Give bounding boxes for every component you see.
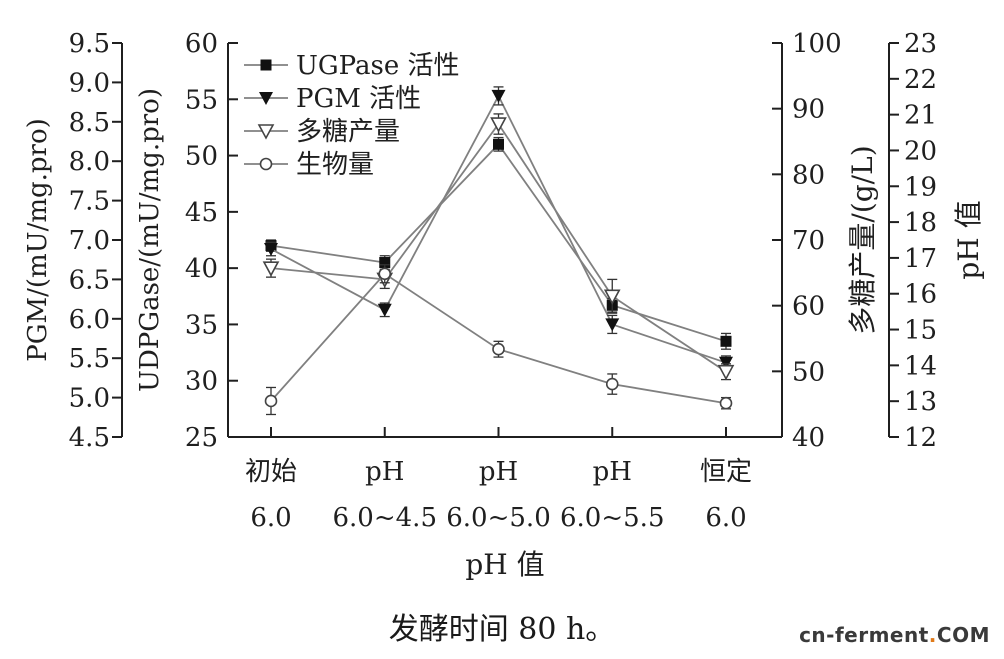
pgm-tick-label: 7.5 xyxy=(69,187,110,217)
udpgase-tick-label: 25 xyxy=(185,423,218,453)
chart: 初始 6.0 pH 6.0~4.5 pH 6.0~5.0 pH 6.0~5.5 恒定 6.0 pH … xyxy=(23,29,985,581)
ph-tick-label: 20 xyxy=(904,136,937,166)
pgm-tick-label: 8.0 xyxy=(69,147,110,177)
x-tick-label: pH xyxy=(593,457,632,487)
pgm-tick-label: 5.0 xyxy=(69,384,110,414)
ph-tick-label: 22 xyxy=(904,65,937,95)
legend-label-polysaccharide: 多糖产量 xyxy=(296,117,400,147)
udpgase-tick-label: 40 xyxy=(185,254,218,284)
udpgase-tick-label: 45 xyxy=(185,198,218,228)
pgm-tick-label: 4.5 xyxy=(69,423,110,453)
legend-marker-biomass xyxy=(259,157,273,171)
ph-tick-label: 14 xyxy=(904,351,937,381)
polysaccharide-axis-label: 多糖产量/(g/L) xyxy=(846,145,879,334)
ph-tick-label: 19 xyxy=(904,172,937,202)
watermark-tld: COM xyxy=(936,623,990,647)
ph-tick-label: 13 xyxy=(904,387,937,417)
data-point-ugpase xyxy=(493,138,504,150)
polysaccharide-tick-label: 100 xyxy=(792,29,842,59)
data-point-ugpase xyxy=(720,335,732,347)
ph-tick-label: 21 xyxy=(904,101,937,131)
data-point-pgm xyxy=(377,303,392,317)
data-point-biomass xyxy=(492,342,505,356)
udpgase-tick-label: 50 xyxy=(185,142,218,172)
udpgase-tick-label: 60 xyxy=(185,29,218,59)
pgm-tick-label: 6.5 xyxy=(69,265,110,295)
figure-caption: 发酵时间 80 h。 xyxy=(388,612,616,647)
polysaccharide-tick-label: 90 xyxy=(792,95,825,125)
x-tick-label: 初始 xyxy=(245,457,297,487)
data-point-polysaccharide xyxy=(490,117,507,133)
series-line-biomass xyxy=(270,272,727,405)
polysaccharide-tick-label: 60 xyxy=(792,292,825,322)
ph-tick-label: 23 xyxy=(904,29,937,59)
legend-marker-polysaccharide xyxy=(257,124,275,140)
data-point-polysaccharide xyxy=(262,261,280,277)
x-tick-label: 6.0 xyxy=(705,503,746,533)
watermark-dot: . xyxy=(928,623,937,647)
ph-tick-label: 15 xyxy=(904,316,937,346)
pgm-tick-label: 5.5 xyxy=(69,344,110,374)
ph-tick-label: 16 xyxy=(904,280,937,310)
x-tick-label: 6.0~5.5 xyxy=(560,503,664,533)
pgm-tick-label: 9.5 xyxy=(69,29,110,59)
legend-marker-ugpase xyxy=(260,59,272,71)
ph-axis-label: pH 值 xyxy=(952,200,985,279)
data-point-biomass xyxy=(719,396,733,410)
data-point-pgm xyxy=(264,243,278,257)
udpgase-axis-label: UDPGase/(mU/mg.pro) xyxy=(135,88,165,392)
pgm-axis-label: PGM/(mU/mg.pro) xyxy=(23,118,53,362)
data-point-ugpase xyxy=(379,257,391,269)
data-point-biomass xyxy=(264,394,278,408)
legend-label-biomass: 生物量 xyxy=(296,150,374,180)
pgm-tick-label: 9.0 xyxy=(69,68,110,98)
data-point-polysaccharide xyxy=(717,364,735,381)
ph-tick-label: 17 xyxy=(904,244,937,274)
data-point-pgm xyxy=(491,89,506,103)
data-point-pgm xyxy=(605,318,620,332)
udpgase-tick-label: 35 xyxy=(185,310,218,340)
watermark-main: cn-ferment xyxy=(799,623,929,647)
pgm-tick-label: 6.0 xyxy=(69,305,110,335)
data-point-biomass xyxy=(378,267,392,281)
legend-label-ugpase: UGPase 活性 xyxy=(296,51,460,81)
x-tick-label: 6.0~4.5 xyxy=(333,503,437,533)
x-tick-label: 恒定 xyxy=(700,457,752,487)
ph-tick-label: 18 xyxy=(904,208,937,238)
legend-marker-pgm xyxy=(259,92,273,105)
polysaccharide-tick-label: 80 xyxy=(792,160,825,190)
polysaccharide-tick-label: 70 xyxy=(792,226,825,256)
polysaccharide-tick-label: 40 xyxy=(792,423,825,453)
udpgase-tick-label: 30 xyxy=(185,367,218,397)
x-axis-label: pH 值 xyxy=(465,548,544,581)
pgm-tick-label: 8.5 xyxy=(69,108,110,138)
udpgase-tick-label: 55 xyxy=(185,85,218,115)
legend-label-pgm: PGM 活性 xyxy=(296,84,421,114)
x-tick-label: 6.0~5.0 xyxy=(446,503,550,533)
x-tick-label: 6.0 xyxy=(250,503,291,533)
pgm-tick-label: 7.0 xyxy=(69,226,110,256)
x-tick-label: pH xyxy=(365,457,404,487)
ph-tick-label: 12 xyxy=(904,423,937,453)
data-point-biomass xyxy=(605,377,619,391)
polysaccharide-tick-label: 50 xyxy=(792,357,825,387)
x-tick-label: pH xyxy=(479,457,518,487)
data-point-polysaccharide xyxy=(603,289,621,305)
watermark: cn-ferment.COM xyxy=(799,623,990,647)
